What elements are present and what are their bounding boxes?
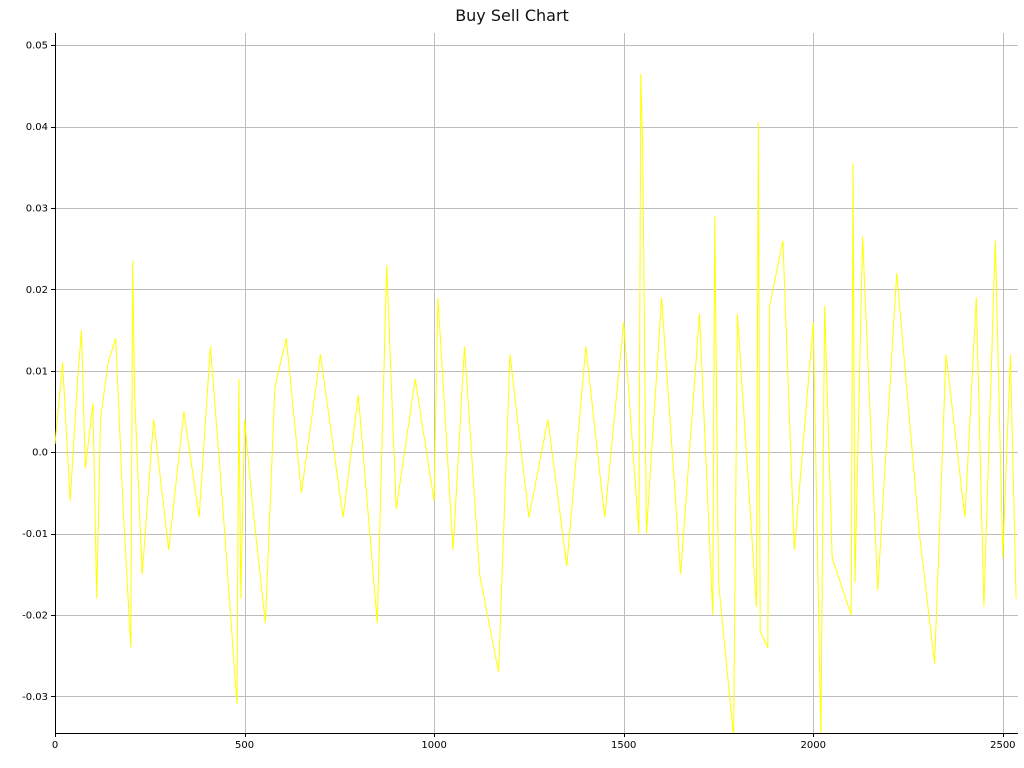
- x-tick-label: 2500: [990, 740, 1015, 751]
- y-tick-label: 0.01: [26, 366, 48, 377]
- y-tick-label: -0.03: [22, 692, 48, 703]
- y-tick-label: -0.01: [22, 529, 48, 540]
- y-tick-label: 0.05: [26, 41, 48, 52]
- x-tick-label: 500: [235, 740, 254, 751]
- chart-title: Buy Sell Chart: [455, 6, 569, 25]
- x-tick-label: 1500: [611, 740, 636, 751]
- y-tick-label: -0.02: [22, 610, 48, 621]
- y-tick-label: 0.03: [26, 204, 48, 215]
- series-line: [55, 73, 1017, 733]
- x-tick-label: 0: [52, 740, 58, 751]
- x-tick-label: 2000: [801, 740, 826, 751]
- x-tick-label: 1000: [421, 740, 446, 751]
- y-tick-label: 0.04: [26, 122, 48, 133]
- y-tick-label: 0.02: [26, 285, 48, 296]
- y-tick-label: 0.0: [32, 448, 48, 459]
